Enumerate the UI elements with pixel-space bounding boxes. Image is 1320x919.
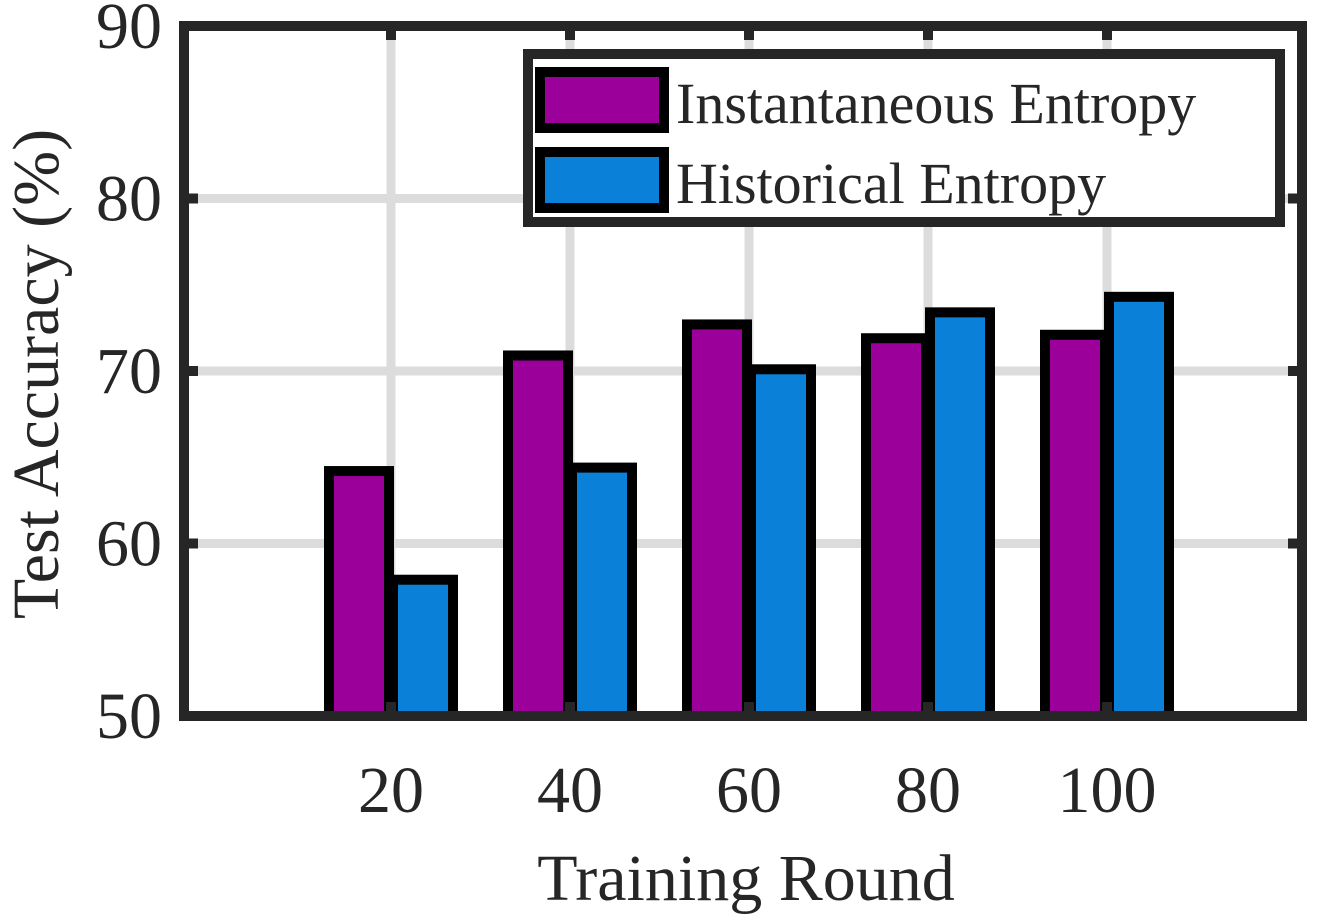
bar-historical-40	[567, 462, 637, 721]
legend-label-historical-entropy: Historical Entropy	[676, 151, 1106, 216]
x-tick-label: 40	[537, 754, 603, 827]
y-tick-labels: 50 60 70 80 90	[96, 0, 162, 753]
bar-instantaneous-100	[1040, 329, 1110, 721]
bar-instantaneous-80	[861, 333, 931, 721]
bar-historical-100	[1104, 291, 1174, 721]
bar-instantaneous-40	[503, 350, 573, 721]
y-tick-label: 80	[96, 163, 162, 236]
y-tick-label: 70	[96, 335, 162, 408]
ticks	[184, 21, 1302, 721]
legend-swatch-instantaneous-entropy	[535, 67, 669, 133]
bar-historical-20	[388, 574, 458, 721]
x-axis-label: Training Round	[537, 842, 954, 915]
y-tick-label: 90	[96, 0, 162, 63]
x-tick-labels: 20 40 60 80 100	[358, 754, 1157, 827]
x-tick-label: 80	[895, 754, 961, 827]
y-tick-label: 50	[96, 680, 162, 753]
x-tick-label: 100	[1058, 754, 1157, 827]
bar-instantaneous-60	[682, 319, 752, 721]
legend-label-instantaneous-entropy: Instantaneous Entropy	[676, 71, 1196, 136]
bar-instantaneous-20	[324, 466, 394, 721]
y-axis-label: Test Accuracy (%)	[0, 129, 73, 619]
legend: Instantaneous Entropy Historical Entropy	[523, 49, 1285, 227]
x-tick-label: 20	[358, 754, 424, 827]
legend-swatch-historical-entropy	[535, 147, 669, 213]
x-tick-label: 60	[716, 754, 782, 827]
y-tick-label: 60	[96, 508, 162, 581]
bar-historical-80	[925, 307, 995, 721]
bar-historical-60	[746, 364, 816, 721]
